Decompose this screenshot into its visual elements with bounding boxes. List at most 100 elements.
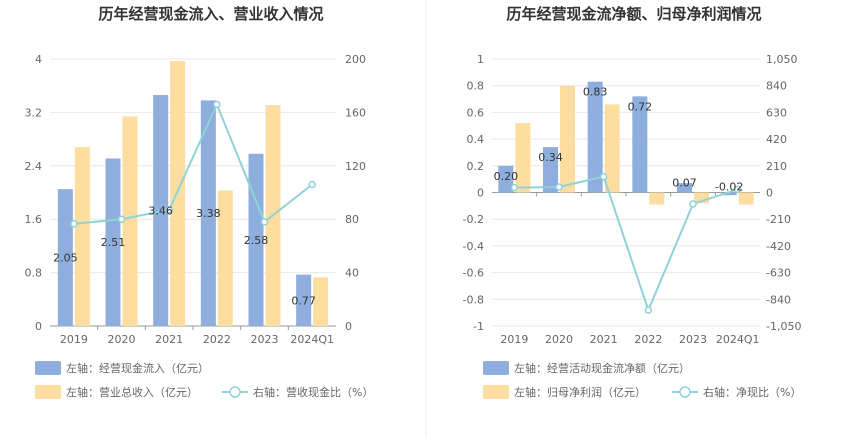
category-tick-label: 2021 (155, 333, 183, 346)
right-axis-tick-label: 0 (345, 320, 352, 333)
category-tick-label: 2023 (679, 333, 707, 346)
bar-value-label: 3.38 (196, 207, 221, 220)
left-axis-tick-label: -0.4 (463, 240, 484, 253)
chart-title: 历年经营现金流净额、归母净利润情况 (506, 5, 761, 23)
bar-secondary (217, 190, 233, 326)
ratio-point (599, 172, 608, 181)
bar-primary (57, 189, 73, 326)
ratio-point (510, 183, 519, 192)
bar-secondary (604, 104, 620, 193)
ratio-point (689, 200, 697, 208)
bar-value-label: 2.58 (244, 234, 269, 247)
right-axis-tick-label: 630 (766, 106, 787, 119)
bar-primary (587, 81, 603, 193)
right-axis-tick-label: -420 (766, 240, 791, 253)
left-axis-tick-label: -0.6 (463, 267, 484, 280)
bar-primary (296, 274, 312, 326)
bar-primary (543, 147, 558, 193)
category-tick-label: 2024Q1 (290, 333, 334, 346)
right-axis-tick-label: -210 (766, 213, 791, 226)
bar-value-label: 0.72 (628, 100, 653, 113)
right-axis-tick-label: 200 (345, 53, 366, 66)
bar-value-label: 2.51 (101, 236, 126, 249)
right-axis-tick-label: 160 (345, 106, 366, 119)
right-axis-tick-label: 210 (766, 160, 787, 173)
category-tick-label: 2022 (634, 333, 662, 346)
bar-secondary (738, 192, 754, 205)
right-axis-tick-label: 0 (766, 187, 773, 200)
bar-secondary (313, 277, 329, 326)
legend-swatch-marker (679, 386, 691, 398)
bar-secondary (649, 192, 665, 205)
left-axis-tick-label: 0 (477, 187, 484, 200)
bar-value-label: 0.20 (494, 170, 519, 183)
bar-primary (105, 158, 121, 326)
right-axis-tick-label: 80 (345, 213, 359, 226)
ratio-point (260, 218, 269, 226)
left-axis-tick-label: 2.4 (25, 160, 43, 173)
category-tick-label: 2024Q1 (716, 333, 760, 346)
bar-value-label: 0.34 (538, 151, 563, 164)
left-axis-tick-label: -0.2 (463, 213, 484, 226)
left-axis-tick-label: 0.8 (25, 267, 43, 280)
category-tick-label: 2023 (251, 333, 279, 346)
bar-primary (200, 100, 216, 326)
bar-value-label: 0.83 (583, 86, 608, 99)
legend-swatch-marker (229, 386, 241, 398)
legend-swatch-primary (35, 361, 61, 375)
right-axis-tick-label: 1,050 (766, 53, 798, 66)
ratio-point (733, 185, 742, 194)
left-axis-tick-label: 0.4 (467, 133, 485, 146)
right-axis-tick-label: -840 (766, 293, 791, 306)
category-tick-label: 2022 (203, 333, 231, 346)
legend-label-primary: 左轴：经营现金流入（亿元） (66, 361, 209, 375)
left-axis-tick-label: -0.8 (463, 293, 484, 306)
bar-primary (721, 192, 737, 196)
left-axis-tick-label: 0.2 (467, 160, 485, 173)
legend-label-line: 右轴：营收现金比（%） (253, 385, 373, 399)
chart-title: 历年经营现金流入、营业收入情况 (98, 5, 323, 23)
left-axis-tick-label: 0.6 (467, 106, 485, 119)
left-axis-tick-label: 1.6 (25, 213, 43, 226)
right-axis-tick-label: 40 (345, 267, 359, 280)
bar-secondary (170, 61, 186, 326)
bar-secondary (74, 147, 90, 326)
chart-panel-1: 历年经营现金流入、营业收入情况 4 3.2 2.4 1.6 0.8 0 200 160 120 80… (25, 5, 373, 399)
legend-label-secondary: 左轴：营业总收入（亿元） (66, 385, 198, 399)
bar-primary (632, 96, 648, 193)
bar-secondary (515, 123, 531, 193)
right-axis-tick-label: -1,050 (766, 320, 801, 333)
bar-secondary (694, 192, 709, 204)
category-tick-label: 2020 (545, 333, 573, 346)
ratio-point (70, 220, 78, 228)
category-tick-label: 2020 (108, 333, 136, 346)
left-axis-tick-label: 0.8 (467, 80, 485, 93)
left-axis-tick-label: 0 (35, 320, 42, 333)
right-axis-tick-label: -630 (766, 267, 791, 280)
ratio-line (514, 175, 738, 313)
ratio-point (165, 206, 173, 214)
ratio-point (308, 180, 316, 189)
chart-panel-2: 历年经营现金流净额、归母净利润情况10.80.60.40.20-0.2-0.4-… (463, 5, 801, 399)
left-axis-tick-label: 1 (477, 53, 484, 66)
bar-value-label: 0.77 (291, 294, 316, 307)
legend-swatch-secondary (35, 385, 61, 399)
ratio-line (73, 101, 313, 225)
left-axis-tick-label: -1 (473, 320, 484, 333)
bar-secondary (122, 116, 138, 326)
ratio-point (555, 183, 563, 191)
category-tick-label: 2019 (500, 333, 528, 346)
category-tick-label: 2021 (590, 333, 618, 346)
bar-value-label: 3.46 (148, 205, 173, 218)
category-tick-label: 2019 (60, 333, 88, 346)
bar-value-label: -0.02 (715, 181, 743, 194)
legend-swatch-secondary (483, 385, 509, 399)
ratio-point (213, 100, 221, 109)
bar-primary (677, 183, 692, 193)
right-axis-tick-label: 420 (766, 133, 787, 146)
legend-swatch-primary (483, 361, 509, 375)
legend-label-primary: 左轴：经营活动现金流净额（亿元） (514, 361, 690, 375)
legend-label-line: 右轴：净现比（%） (703, 385, 801, 399)
legend-label-secondary: 左轴：归母净利润（亿元） (514, 385, 646, 399)
